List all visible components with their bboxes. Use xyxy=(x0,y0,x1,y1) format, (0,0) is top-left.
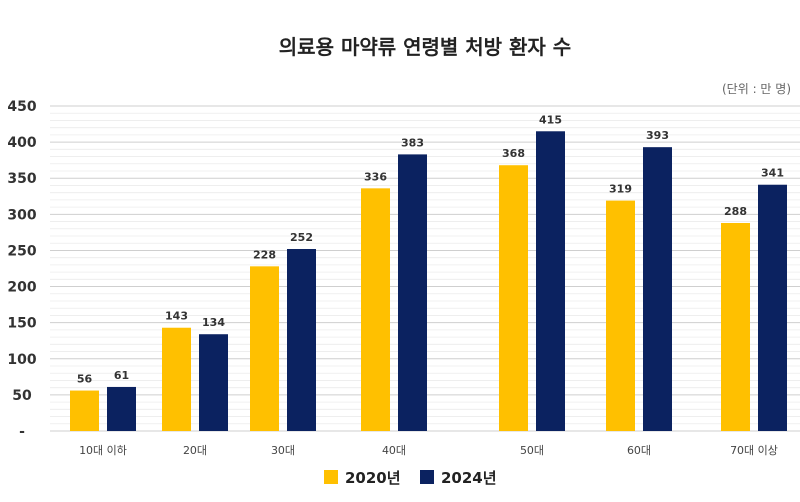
data-label: 383 xyxy=(401,136,424,149)
x-tick-label: 40대 xyxy=(382,444,406,457)
data-label: 252 xyxy=(290,231,313,244)
x-tick-label: 30대 xyxy=(271,444,295,457)
data-label: 341 xyxy=(761,167,784,180)
y-tick-label: 100 xyxy=(7,352,36,368)
x-tick-label: 50대 xyxy=(520,444,544,457)
legend-swatch xyxy=(324,470,338,484)
x-tick-label: 20대 xyxy=(183,444,207,457)
y-tick-label: - xyxy=(19,424,25,440)
bar-2020-2 xyxy=(250,266,279,431)
y-tick-label: 200 xyxy=(7,280,36,296)
legend-swatch xyxy=(420,470,434,484)
y-tick-label: 450 xyxy=(7,99,36,115)
data-label: 56 xyxy=(77,373,93,386)
legend: 2020년 2024년 xyxy=(324,469,497,487)
bar-2024-3 xyxy=(398,154,427,431)
data-label: 336 xyxy=(364,170,387,183)
legend-label: 2024년 xyxy=(441,469,497,487)
y-tick-label: 50 xyxy=(12,388,32,404)
y-tick-label: 350 xyxy=(7,171,36,187)
data-label: 288 xyxy=(724,205,747,218)
bar-2024-1 xyxy=(199,334,228,431)
unit-note: (단위 : 만 명) xyxy=(722,82,791,96)
bar-2024-6 xyxy=(758,184,787,431)
data-label: 319 xyxy=(609,183,632,196)
bar-2024-0 xyxy=(107,386,136,431)
bar-2024-5 xyxy=(643,147,672,431)
data-label: 134 xyxy=(202,316,225,329)
x-tick-label: 10대 이하 xyxy=(79,443,127,457)
y-axis: - 50 100 150 200 250 300 350 400 450 xyxy=(7,99,36,440)
bar-2020-6 xyxy=(721,223,750,431)
bar-2020-4 xyxy=(499,165,528,431)
bar-2020-0 xyxy=(70,390,99,431)
bars: 56 61 143 134 228 252 336 383 368 415 319 393 288 341 xyxy=(70,113,787,431)
data-label: 143 xyxy=(165,310,188,323)
bar-2020-3 xyxy=(361,188,390,431)
data-label: 393 xyxy=(646,129,669,142)
x-tick-label: 70대 이상 xyxy=(730,444,778,457)
chart-title: 의료용 마약류 연령별 처방 환자 수 xyxy=(279,35,571,59)
bar-2020-1 xyxy=(162,327,191,431)
y-tick-label: 150 xyxy=(7,316,36,332)
data-label: 415 xyxy=(539,113,562,126)
bar-2024-2 xyxy=(287,249,316,431)
legend-label: 2020년 xyxy=(345,469,401,487)
data-label: 228 xyxy=(253,248,276,261)
y-tick-label: 250 xyxy=(7,243,36,259)
y-tick-label: 400 xyxy=(7,135,36,151)
data-label: 368 xyxy=(502,147,525,160)
data-label: 61 xyxy=(114,369,129,382)
bar-2020-5 xyxy=(606,200,635,431)
x-tick-label: 60대 xyxy=(627,444,651,457)
bar-2024-4 xyxy=(536,131,565,431)
x-axis: 10대 이하 20대 30대 40대 50대 60대 70대 이상 xyxy=(79,443,778,457)
y-tick-label: 300 xyxy=(7,207,36,223)
